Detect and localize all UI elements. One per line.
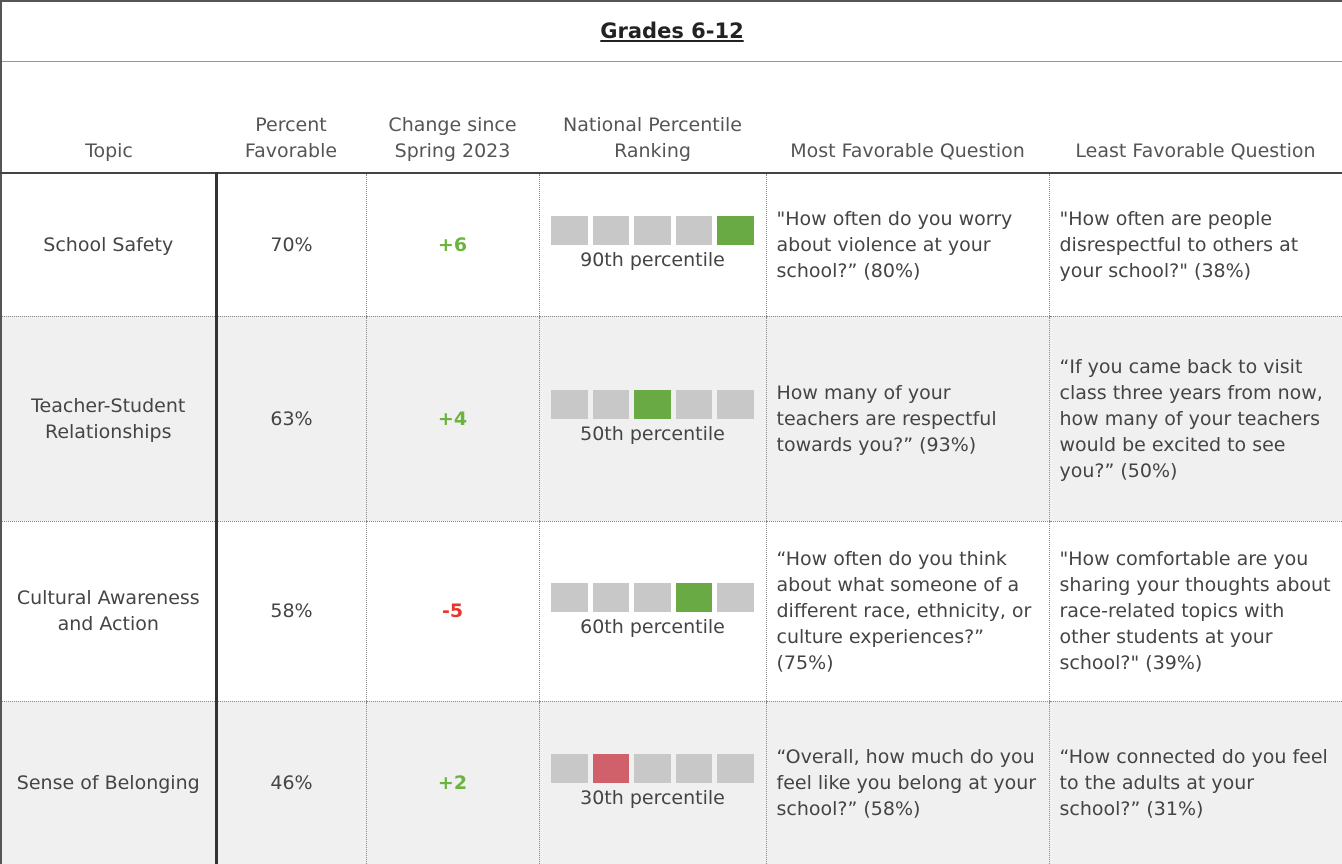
column-header: Most Favorable Question	[766, 61, 1049, 174]
ranking-block	[634, 754, 671, 784]
least-favorable: “How connected do you feel to the adults…	[1048, 701, 1342, 864]
ranking-label: 90th percentile	[580, 249, 725, 272]
table-row: Teacher-Student Relationships 63% +4 50th p…	[1, 316, 1342, 522]
ranking-blocks	[551, 754, 754, 784]
change-cell: +6	[365, 173, 539, 317]
header-row: Topic Percent Favorable Change since Sprin…	[1, 61, 1342, 174]
ranking-block	[675, 754, 713, 784]
column-header: Least Favorable Question	[1049, 61, 1342, 174]
ranking-block	[675, 216, 713, 246]
table-row: School Safety 70% +6 90th percentile "How of…	[1, 173, 1342, 317]
percent-cell: 58%	[215, 521, 366, 702]
percent-cell: 70%	[215, 173, 366, 317]
ranking-cell: 50th percentile	[538, 316, 766, 522]
ranking-block	[551, 390, 588, 419]
column-header: Percent Favorable	[216, 61, 366, 174]
ranking-block	[592, 754, 630, 784]
ranking-label: 50th percentile	[580, 423, 725, 445]
least-favorable: "How often are people disrespectful to o…	[1048, 173, 1342, 317]
ranking-block	[592, 582, 630, 612]
ranking-label: 30th percentile	[580, 787, 725, 810]
percent-cell: 63%	[215, 316, 366, 522]
ranking-block	[634, 582, 671, 612]
ranking-blocks	[551, 216, 754, 246]
change-cell: +2	[365, 701, 539, 864]
table-body: School Safety 70% +6 90th percentile "How of…	[1, 173, 1342, 864]
ranking-block	[675, 582, 713, 612]
ranking-block	[717, 390, 754, 419]
ranking-block	[717, 582, 754, 612]
percent-cell: 46%	[215, 701, 366, 864]
change-cell: -5	[365, 521, 539, 702]
column-header: Change since Spring 2023	[366, 61, 539, 174]
table-row: Cultural Awareness and Action 58% -5 60th p…	[1, 521, 1342, 702]
ranking-cell: 30th percentile	[538, 701, 766, 864]
ranking-block	[592, 216, 630, 246]
ranking-blocks	[551, 582, 754, 612]
ranking-block	[592, 390, 630, 419]
topic-cell: Teacher-Student Relationships	[1, 316, 218, 522]
ranking-block	[634, 216, 671, 246]
least-favorable: “If you came back to visit class three y…	[1048, 316, 1342, 522]
most-favorable: "How often do you worry about violence a…	[765, 173, 1049, 317]
most-favorable: “How often do you think about what someo…	[765, 521, 1049, 702]
ranking-cell: 60th percentile	[538, 521, 766, 702]
ranking-block	[675, 390, 713, 419]
topic-cell: Sense of Belonging	[1, 701, 218, 864]
ranking-block	[551, 582, 588, 612]
most-favorable: How many of your teachers are respectful…	[765, 316, 1049, 522]
ranking-block	[551, 216, 588, 246]
table-row: Sense of Belonging 46% +2 30th percentile “O…	[1, 701, 1342, 864]
table-title: Grades 6-12	[1, 1, 1342, 62]
topic-cell: Cultural Awareness and Action	[1, 521, 218, 702]
ranking-block	[551, 754, 588, 784]
change-cell: +4	[365, 316, 539, 522]
ranking-block	[717, 754, 754, 784]
ranking-blocks	[551, 390, 754, 419]
column-header: National Percentile Ranking	[539, 61, 766, 174]
ranking-block	[717, 216, 754, 246]
topic-cell: School Safety	[1, 173, 218, 317]
most-favorable: “Overall, how much do you feel like you …	[765, 701, 1049, 864]
ranking-label: 60th percentile	[580, 615, 725, 638]
ranking-block	[634, 390, 671, 419]
column-header: Topic	[1, 61, 216, 174]
least-favorable: "How comfortable are you sharing your th…	[1048, 521, 1342, 702]
ranking-cell: 90th percentile	[538, 173, 766, 317]
